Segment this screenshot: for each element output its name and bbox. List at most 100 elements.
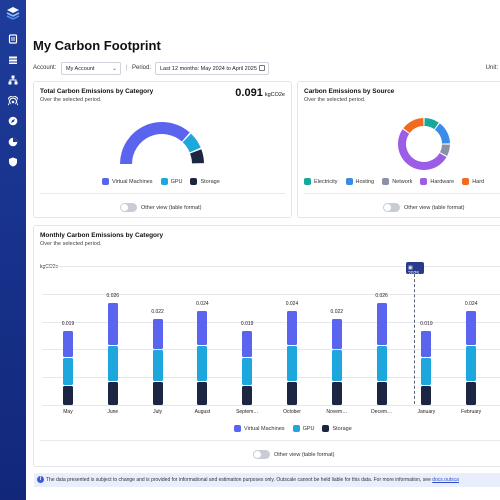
bar-gpu-october[interactable]: [287, 346, 297, 382]
bar-gpu-july[interactable]: [152, 350, 163, 382]
bar-gpu-january[interactable]: [421, 358, 432, 386]
monthly-view-toggle[interactable]: Other view (table format): [253, 450, 335, 459]
legend-item-gpu[interactable]: GPU: [292, 425, 315, 432]
bar-storage-novem[interactable]: [331, 382, 342, 405]
category-view-toggle[interactable]: Other view (table format): [120, 203, 202, 212]
bar-total-label: 0.026: [375, 292, 388, 299]
source-view-toggle[interactable]: Other view (table format): [383, 203, 465, 212]
legend-item-network[interactable]: Network: [382, 178, 412, 185]
bar-gpu-novem[interactable]: [331, 350, 342, 382]
bar-gpu-june[interactable]: [107, 346, 118, 382]
x-tick-label: August: [194, 409, 211, 415]
bar-gpu-may[interactable]: [63, 358, 73, 386]
category-card: Total Carbon Emissions by Category Over …: [33, 81, 292, 218]
bar-storage-july[interactable]: [152, 382, 163, 405]
bar-storage-january[interactable]: [421, 386, 432, 405]
slice-network[interactable]: [439, 144, 450, 156]
legend-item-electricity[interactable]: Electricity: [304, 178, 338, 185]
legend-item-hosting[interactable]: Hosting: [345, 178, 374, 185]
bar-storage-august[interactable]: [197, 382, 208, 405]
slice-virtual-machines[interactable]: [120, 122, 190, 164]
slice-storage[interactable]: [190, 149, 204, 164]
bar-virtual-machines-january[interactable]: [421, 330, 432, 358]
chevron-down-icon: ⌄: [111, 66, 117, 72]
toggle-switch[interactable]: [253, 450, 270, 459]
source-card: Carbon Emissions by Source Over the sele…: [297, 81, 500, 218]
bar-virtual-machines-decem[interactable]: [376, 302, 387, 346]
compass-icon[interactable]: [8, 116, 18, 126]
legend-label: Electricity: [314, 178, 338, 185]
slice-hosting[interactable]: [434, 123, 450, 144]
legend-item-storage[interactable]: Storage: [322, 425, 352, 432]
bar-virtual-machines-may[interactable]: [63, 330, 73, 358]
bar-storage-septem[interactable]: [242, 386, 253, 405]
account-select[interactable]: My Account ⌄: [61, 62, 121, 75]
slice-electricity[interactable]: [424, 118, 439, 130]
bar-storage-may[interactable]: [63, 386, 73, 405]
bar-virtual-machines-august[interactable]: [197, 310, 208, 346]
bar-total-label: 0.024: [464, 300, 478, 307]
bar-virtual-machines-february[interactable]: [466, 310, 477, 346]
bar-gpu-august[interactable]: [197, 346, 208, 382]
bar-virtual-machines-october[interactable]: [287, 310, 297, 346]
bar-gpu-decem[interactable]: [376, 346, 387, 382]
bar-total-label: 0.024: [196, 300, 209, 307]
slice-hardware[interactable]: [398, 129, 447, 171]
slice-gpu[interactable]: [182, 133, 201, 153]
list-icon[interactable]: [8, 55, 18, 65]
bar-total-label: 0.019: [61, 320, 75, 327]
toggle-switch[interactable]: [383, 203, 400, 212]
legend-label: GPU: [302, 425, 315, 432]
year-divider-line: [414, 274, 415, 404]
bar-gpu-septem[interactable]: [242, 358, 253, 386]
bar-virtual-machines-novem[interactable]: [331, 318, 342, 350]
docs-link[interactable]: docs.outsca: [432, 477, 459, 483]
legend-swatch: [304, 178, 311, 185]
bar-storage-june[interactable]: [107, 382, 118, 405]
total-unit: kgCO2e: [264, 92, 285, 98]
source-legend: Electricity Hosting Network Hardware Hard: [304, 178, 492, 187]
toggle-label: Other view (table format): [141, 204, 202, 211]
toggle-switch[interactable]: [120, 203, 137, 212]
legend-item-virtual-machines[interactable]: Virtual Machines: [102, 178, 153, 185]
bar-gpu-february[interactable]: [466, 346, 477, 382]
bar-storage-decem[interactable]: [376, 382, 387, 405]
legend-item-hardware[interactable]: Hardware: [420, 178, 454, 185]
bar-storage-february[interactable]: [466, 382, 477, 405]
document-icon[interactable]: [8, 34, 18, 44]
logo-icon[interactable]: [6, 6, 20, 20]
source-card-subtitle: Over the selected period.: [304, 97, 366, 103]
legend-swatch: [345, 178, 353, 185]
legend-item-hard[interactable]: Hard: [462, 178, 484, 185]
shield-icon[interactable]: [8, 157, 18, 167]
gridline: [42, 266, 500, 267]
year-marker-label: 2025: [408, 271, 420, 277]
bar-virtual-machines-june[interactable]: [107, 302, 118, 346]
bar-total-label: 0.019: [420, 320, 433, 327]
bar-storage-october[interactable]: [287, 382, 297, 405]
period-select[interactable]: Last 12 months: May 2024 to April 2025: [155, 62, 269, 75]
bar-virtual-machines-septem[interactable]: [242, 330, 253, 358]
legend-swatch: [462, 178, 470, 185]
x-tick-label: January: [417, 409, 436, 415]
legend-item-storage[interactable]: Storage: [190, 178, 220, 185]
bar-virtual-machines-july[interactable]: [152, 318, 163, 350]
total-emissions: 0.091 kgCO2e: [235, 87, 285, 99]
disclaimer-text: The data presented is subject to change …: [46, 477, 433, 483]
legend-swatch: [190, 178, 198, 185]
filter-bar: Account: My Account ⌄ | Period: Last 12 …: [33, 62, 500, 76]
main-content: My Carbon Footprint Account: My Account …: [26, 0, 500, 500]
legend-item-virtual-machines[interactable]: Virtual Machines: [234, 425, 285, 432]
filter-separator: |: [126, 65, 128, 71]
network-icon[interactable]: [8, 75, 18, 85]
bar-total-label: 0.026: [106, 292, 120, 299]
legend-label: Storage: [332, 425, 352, 432]
legend-item-gpu[interactable]: GPU: [160, 178, 182, 185]
slice-hard[interactable]: [403, 118, 424, 134]
gridline: [42, 405, 500, 406]
account-label: Account:: [33, 65, 57, 71]
category-card-title: Total Carbon Emissions by Category: [40, 88, 154, 95]
legend-label: Network: [392, 178, 413, 185]
chart-pie-icon[interactable]: [8, 137, 18, 147]
broadcast-icon[interactable]: [8, 96, 18, 106]
